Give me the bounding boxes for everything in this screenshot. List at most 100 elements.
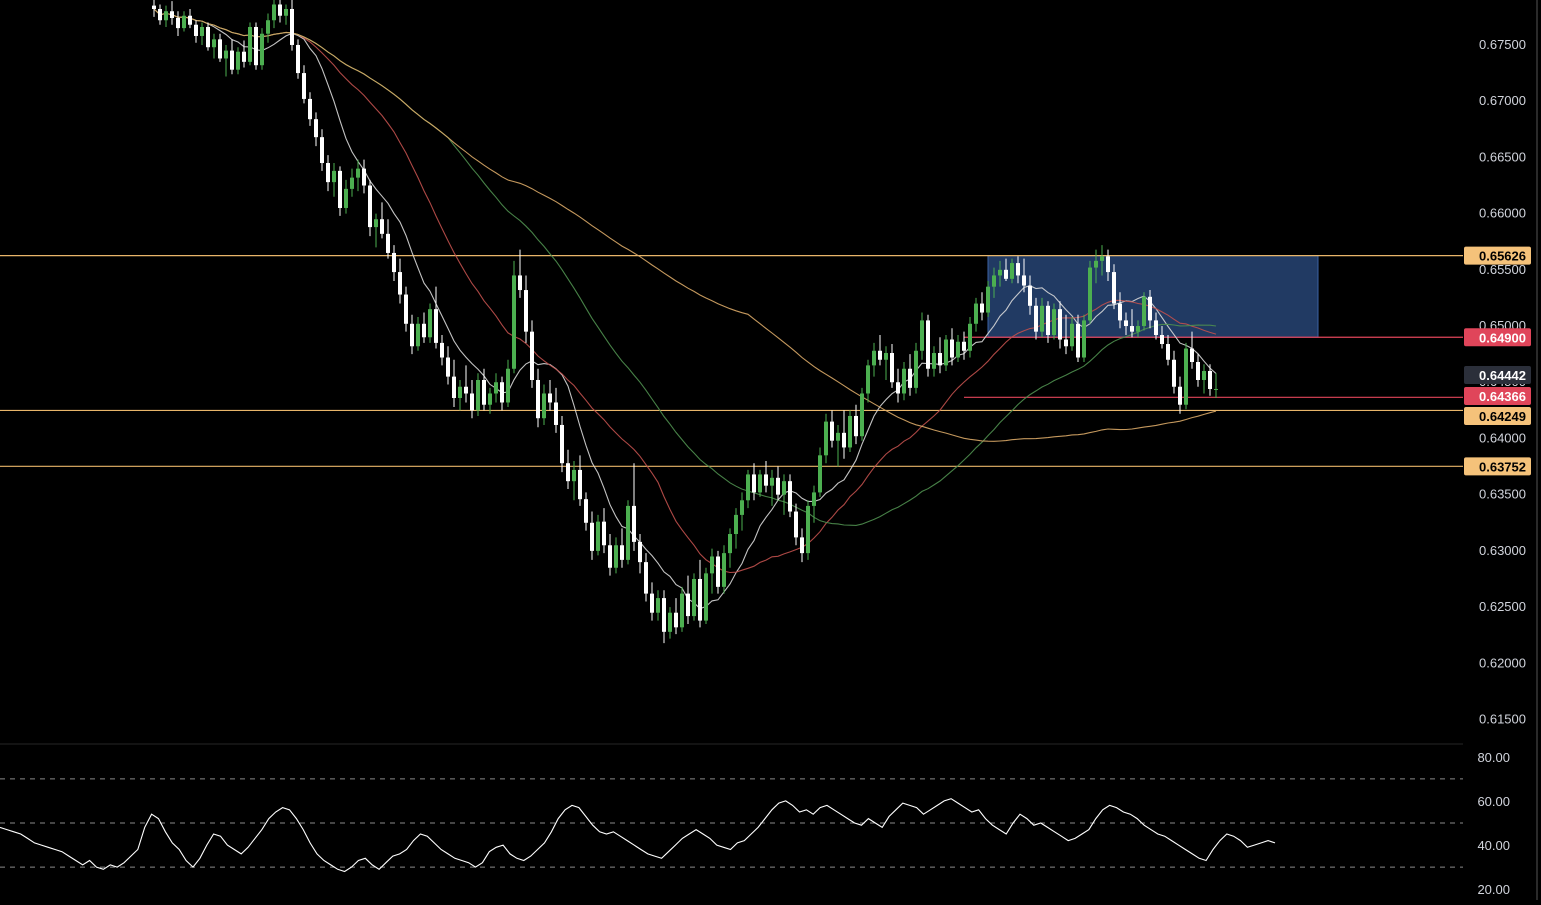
price-tick-label: 0.66000 bbox=[1479, 206, 1526, 221]
candle-body-155 bbox=[1082, 320, 1086, 358]
candle-body-68 bbox=[560, 424, 564, 464]
candle-body-176 bbox=[1208, 371, 1212, 389]
candle-body-9 bbox=[206, 26, 210, 48]
candle-body-2 bbox=[164, 11, 168, 21]
candle-body-172 bbox=[1184, 348, 1188, 405]
price-pane bbox=[0, 0, 1463, 644]
candle-body-143 bbox=[1010, 263, 1014, 279]
candle-body-71 bbox=[578, 469, 582, 500]
candle-body-83 bbox=[650, 593, 654, 613]
candle-body-69 bbox=[566, 463, 570, 482]
candle-body-157 bbox=[1094, 260, 1098, 268]
oscillator-axis: 80.00 60.00 40.00 20.00 bbox=[1477, 750, 1510, 897]
price-label-box-1 bbox=[1464, 328, 1531, 347]
candle-body-142 bbox=[1004, 269, 1008, 279]
candle-body-153 bbox=[1070, 323, 1074, 347]
candle-body-104 bbox=[776, 477, 780, 495]
candle-body-131 bbox=[938, 353, 942, 366]
candle-body-92 bbox=[704, 573, 708, 621]
candle-body-165 bbox=[1142, 296, 1146, 327]
candle-body-113 bbox=[830, 421, 834, 441]
candle-body-51 bbox=[458, 386, 462, 398]
candle-body-16 bbox=[248, 26, 252, 62]
candle-body-47 bbox=[434, 309, 438, 343]
candle-body-101 bbox=[758, 474, 762, 493]
candle-body-77 bbox=[614, 545, 618, 568]
candle-body-41 bbox=[398, 272, 402, 295]
candle-body-42 bbox=[404, 294, 408, 324]
candle-body-46 bbox=[428, 309, 432, 338]
candle-body-169 bbox=[1166, 344, 1170, 360]
candle-body-45 bbox=[422, 323, 426, 338]
price-tick-label: 0.64000 bbox=[1479, 430, 1526, 445]
candle-body-17 bbox=[254, 26, 258, 66]
price-label-box-4 bbox=[1464, 407, 1531, 425]
price-label-text-0: 0.65626 bbox=[1479, 249, 1526, 264]
candle-body-84 bbox=[656, 598, 660, 613]
candle-body-89 bbox=[686, 593, 690, 617]
candle-body-159 bbox=[1106, 256, 1110, 273]
candle-body-115 bbox=[842, 432, 846, 448]
candle-body-167 bbox=[1154, 320, 1158, 336]
candle-body-44 bbox=[416, 323, 420, 347]
candle-body-34 bbox=[356, 168, 360, 178]
candle-body-33 bbox=[350, 177, 354, 189]
candle-body-56 bbox=[488, 393, 492, 405]
candle-body-85 bbox=[662, 598, 666, 632]
candle-body-166 bbox=[1148, 296, 1152, 321]
candle-body-171 bbox=[1178, 386, 1182, 405]
candle-body-39 bbox=[386, 233, 390, 253]
candle-body-26 bbox=[308, 98, 312, 120]
price-tick-label: 0.63000 bbox=[1479, 543, 1526, 558]
candle-body-141 bbox=[998, 269, 1002, 276]
candle-body-163 bbox=[1130, 326, 1134, 332]
candle-body-23 bbox=[290, 8, 294, 45]
candle-body-139 bbox=[986, 286, 990, 313]
candle-body-81 bbox=[638, 541, 642, 563]
price-label-box-2 bbox=[1464, 366, 1531, 384]
candle-body-4 bbox=[176, 17, 180, 29]
price-tick-label: 0.62000 bbox=[1479, 655, 1526, 670]
candle-body-177 bbox=[1214, 388, 1218, 390]
osc-tick-label: 60.00 bbox=[1477, 794, 1510, 809]
price-label-box-0 bbox=[1464, 246, 1531, 265]
price-tick-label: 0.66500 bbox=[1479, 149, 1526, 164]
candle-body-100 bbox=[752, 474, 756, 493]
candle-body-134 bbox=[956, 341, 960, 358]
candle-body-73 bbox=[590, 522, 594, 551]
candle-body-154 bbox=[1076, 323, 1080, 358]
candle-body-138 bbox=[980, 303, 984, 313]
candle-body-140 bbox=[992, 275, 996, 287]
candle-body-65 bbox=[542, 393, 546, 419]
candle-body-91 bbox=[698, 578, 702, 621]
price-label-text-4: 0.64249 bbox=[1479, 409, 1526, 424]
candle-body-125 bbox=[902, 368, 906, 394]
candle-body-126 bbox=[908, 368, 912, 388]
candle-body-67 bbox=[554, 402, 558, 425]
candle-body-127 bbox=[914, 350, 918, 388]
candle-body-36 bbox=[368, 185, 372, 228]
candle-body-137 bbox=[974, 303, 978, 324]
candle-body-119 bbox=[866, 365, 870, 394]
candle-body-95 bbox=[722, 553, 726, 587]
candle-body-24 bbox=[296, 44, 300, 74]
candle-body-128 bbox=[920, 320, 924, 351]
candle-body-37 bbox=[374, 219, 378, 228]
candle-body-144 bbox=[1016, 263, 1020, 276]
candle-body-21 bbox=[278, 4, 282, 16]
candle-body-99 bbox=[746, 474, 750, 501]
candle-body-150 bbox=[1052, 309, 1056, 336]
candle-body-82 bbox=[644, 562, 648, 594]
candle-body-57 bbox=[494, 382, 498, 394]
candle-body-148 bbox=[1040, 305, 1044, 332]
candle-body-66 bbox=[548, 393, 552, 403]
price-label-text-5: 0.63752 bbox=[1479, 459, 1526, 474]
candle-body-114 bbox=[836, 432, 840, 441]
candle-body-27 bbox=[314, 119, 318, 138]
oscillator-pane bbox=[0, 778, 1463, 873]
osc-tick-label: 20.00 bbox=[1477, 882, 1510, 897]
candle-body-136 bbox=[968, 323, 972, 351]
candle-body-58 bbox=[500, 382, 504, 403]
candle-body-170 bbox=[1172, 359, 1176, 387]
candle-body-135 bbox=[962, 341, 966, 351]
